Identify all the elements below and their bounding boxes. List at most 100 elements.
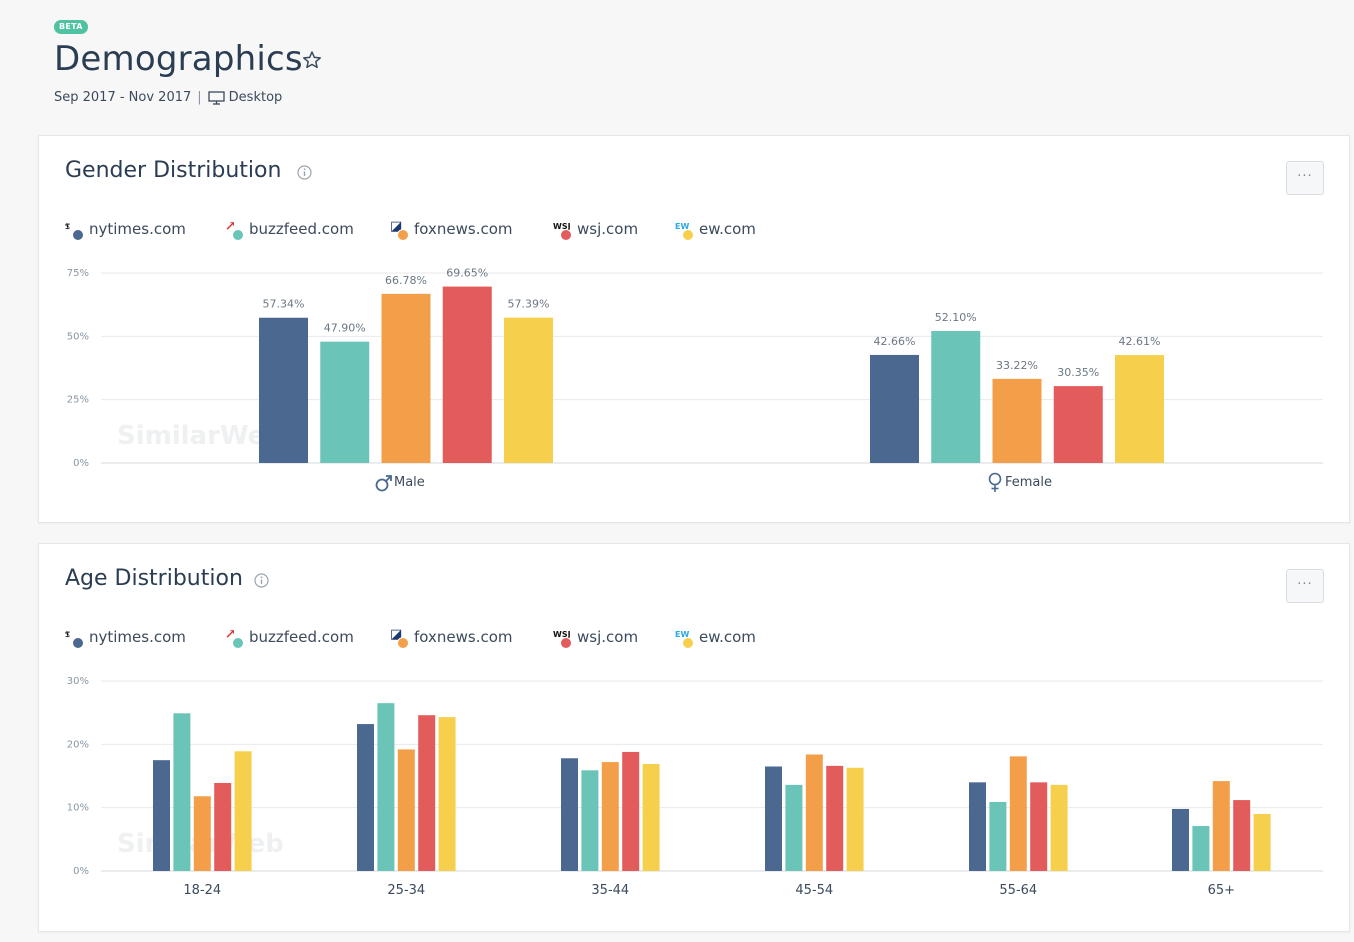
legend-item[interactable]: EW ew.com: [675, 628, 756, 649]
bar[interactable]: [1192, 826, 1210, 871]
date-range: Sep 2017 - Nov 2017: [54, 90, 192, 105]
y-tick-label: 0%: [73, 866, 89, 877]
legend-label: nytimes.com: [89, 220, 186, 238]
data-label: 57.39%: [508, 298, 550, 311]
bar[interactable]: [765, 766, 782, 872]
bar[interactable]: [1115, 355, 1164, 463]
legend-color-dot: [397, 229, 409, 241]
legend-item[interactable]: EW ew.com: [675, 220, 756, 241]
male-icon: [375, 475, 392, 492]
bar[interactable]: [1233, 800, 1251, 871]
bar[interactable]: [870, 354, 919, 463]
y-tick-label: 0%: [73, 458, 89, 469]
bar[interactable]: [992, 378, 1042, 463]
bar[interactable]: [931, 331, 981, 463]
bar[interactable]: [320, 341, 370, 463]
data-label: 69.65%: [446, 267, 488, 280]
nytimes-logo-icon: 𝕿: [65, 220, 84, 241]
more-options-button[interactable]: ···: [1286, 161, 1324, 195]
star-icon[interactable]: [302, 50, 322, 70]
bar[interactable]: [785, 784, 803, 871]
foxnews-logo-icon: ◪: [390, 628, 409, 649]
page-subline: Sep 2017 - Nov 2017 | Desktop: [54, 90, 282, 105]
data-label: 47.90%: [324, 322, 366, 335]
legend-label: foxnews.com: [414, 628, 513, 646]
legend-label: buzzfeed.com: [249, 220, 354, 238]
legend-label: ew.com: [699, 220, 756, 238]
x-category-label: 18-24: [183, 883, 221, 898]
y-tick-label: 75%: [67, 268, 89, 279]
bar[interactable]: [1212, 781, 1230, 871]
data-label: 33.22%: [996, 359, 1038, 372]
x-category-label: 25-34: [387, 883, 425, 898]
bar[interactable]: [173, 713, 191, 871]
bar[interactable]: [1253, 814, 1271, 871]
bar[interactable]: [642, 763, 660, 871]
x-category-label: 55-64: [999, 883, 1037, 898]
bar[interactable]: [1172, 808, 1189, 871]
legend-item[interactable]: WSJ wsj.com: [553, 628, 638, 649]
bar[interactable]: [826, 765, 844, 871]
bar[interactable]: [377, 703, 395, 871]
legend-item[interactable]: ◪ foxnews.com: [390, 628, 513, 649]
bar[interactable]: [1009, 756, 1027, 871]
y-tick-label: 10%: [67, 803, 89, 814]
bar[interactable]: [234, 751, 252, 871]
legend-item[interactable]: ↗ buzzfeed.com: [225, 628, 354, 649]
card-title: Age Distribution: [65, 566, 243, 591]
bar[interactable]: [622, 751, 640, 871]
legend-item[interactable]: ◪ foxnews.com: [390, 220, 513, 241]
bar[interactable]: [381, 293, 431, 463]
female-icon: [988, 472, 1002, 492]
legend-color-dot: [397, 637, 409, 649]
data-label: 66.78%: [385, 274, 427, 287]
buzzfeed-logo-icon: ↗: [225, 628, 244, 649]
bar[interactable]: [259, 317, 308, 463]
more-options-button[interactable]: ···: [1286, 569, 1324, 603]
legend-color-dot: [232, 637, 244, 649]
bar[interactable]: [193, 796, 211, 871]
bar[interactable]: [418, 715, 436, 871]
age-chart: SimilarWeb0%10%20%30%18-2425-3435-4445-5…: [67, 676, 1323, 898]
y-tick-label: 30%: [67, 676, 89, 687]
legend-color-dot: [232, 229, 244, 241]
bar[interactable]: [601, 762, 619, 871]
bar[interactable]: [969, 782, 986, 871]
ew-logo-icon: EW: [675, 220, 694, 241]
bar[interactable]: [846, 767, 864, 871]
ew-logo-icon: EW: [675, 628, 694, 649]
legend-item[interactable]: WSJ wsj.com: [553, 220, 638, 241]
x-category-label: 45-54: [795, 883, 833, 898]
bar[interactable]: [442, 286, 492, 463]
bar[interactable]: [989, 801, 1007, 871]
legend-color-dot: [560, 637, 572, 649]
bar[interactable]: [438, 717, 456, 871]
bar[interactable]: [357, 724, 374, 871]
legend-color-dot: [682, 637, 694, 649]
wsj-logo-icon: WSJ: [553, 628, 572, 649]
bar[interactable]: [1053, 386, 1103, 463]
data-label: 30.35%: [1057, 366, 1099, 379]
bar[interactable]: [581, 770, 599, 871]
bar[interactable]: [214, 782, 232, 871]
legend-item[interactable]: ↗ buzzfeed.com: [225, 220, 354, 241]
x-category-label: Female: [1005, 475, 1052, 490]
bar[interactable]: [1030, 782, 1048, 871]
buzzfeed-logo-icon: ↗: [225, 220, 244, 241]
bar[interactable]: [153, 760, 170, 871]
data-label: 42.66%: [874, 335, 916, 348]
info-icon[interactable]: [297, 165, 312, 180]
bar[interactable]: [504, 317, 553, 463]
bar[interactable]: [561, 758, 578, 871]
bar[interactable]: [1050, 784, 1068, 871]
gender-chart: SimilarWeb 0% 25% 50% 75% 57.34% 47.90% 66.78% 6…: [67, 267, 1323, 492]
watermark: SimilarWeb: [117, 421, 284, 451]
legend-color-dot: [560, 229, 572, 241]
page-title: Demographics: [54, 39, 303, 79]
bar[interactable]: [805, 754, 823, 871]
info-icon[interactable]: [254, 573, 269, 588]
bar[interactable]: [397, 749, 415, 871]
